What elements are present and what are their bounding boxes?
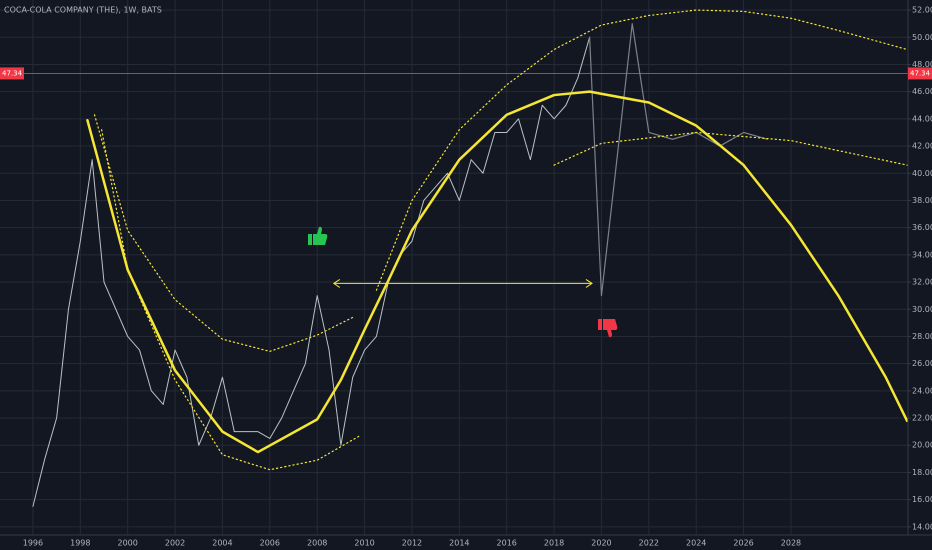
x-tick-label: 2018 <box>544 539 564 548</box>
y-tick-label: 28.00 <box>912 332 932 341</box>
x-tick-label: 1998 <box>70 539 90 548</box>
price-label-box <box>0 67 24 80</box>
y-tick-label: 34.00 <box>912 250 932 259</box>
price-series <box>86 90 909 454</box>
y-tick-label: 38.00 <box>912 196 932 205</box>
price-label: 47.34 <box>910 69 931 77</box>
x-tick-label: 2016 <box>497 539 517 548</box>
price-label-box <box>908 67 932 80</box>
y-tick-label: 14.00 <box>912 522 932 531</box>
x-tick-label: 2024 <box>686 539 706 548</box>
arrow-head <box>332 278 341 288</box>
y-tick-label: 44.00 <box>912 114 932 123</box>
x-tick-label: 2020 <box>591 539 611 548</box>
x-tick-label: 2022 <box>639 539 659 548</box>
x-tick-label: 2026 <box>733 539 753 548</box>
x-tick-label: 2000 <box>118 539 138 548</box>
y-tick-label: 50.00 <box>912 33 932 42</box>
x-tick-label: 2002 <box>165 539 185 548</box>
thumbs-down-icon <box>598 319 618 338</box>
x-tick-label: 2004 <box>212 539 232 548</box>
x-tick-label: 2014 <box>449 539 469 548</box>
channel-line <box>553 131 908 166</box>
y-tick-label: 42.00 <box>912 142 932 151</box>
chart-title: COCA-COLA COMPANY (THE), 1W, BATS <box>4 6 162 15</box>
thumbs-up-icon <box>308 226 328 245</box>
channel-line <box>375 9 908 291</box>
y-tick-label: 36.00 <box>912 223 932 232</box>
y-tick-label: 26.00 <box>912 359 932 368</box>
x-tick-label: 2028 <box>781 539 801 548</box>
price-series <box>589 23 768 297</box>
x-tick-label: 2006 <box>260 539 280 548</box>
y-tick-label: 18.00 <box>912 468 932 477</box>
plot <box>0 9 909 507</box>
x-tick-label: 1996 <box>23 539 43 548</box>
y-tick-label: 22.00 <box>912 414 932 423</box>
y-tick-label: 52.00 <box>912 6 932 15</box>
y-tick-label: 16.00 <box>912 495 932 504</box>
y-tick-label: 20.00 <box>912 441 932 450</box>
y-tick-label: 32.00 <box>912 278 932 287</box>
channel-line <box>93 114 354 353</box>
x-tick-label: 2010 <box>354 539 374 548</box>
price-series <box>32 36 591 507</box>
y-tick-label: 48.00 <box>912 60 932 69</box>
price-label: 47.34 <box>2 69 23 77</box>
channel-line <box>101 129 361 471</box>
x-tick-label: 2008 <box>307 539 327 548</box>
x-tick-label: 2012 <box>402 539 422 548</box>
arrow-head <box>585 278 593 288</box>
y-tick-label: 40.00 <box>912 169 932 178</box>
y-tick-label: 30.00 <box>912 305 932 314</box>
y-tick-label: 46.00 <box>912 87 932 96</box>
y-tick-label: 24.00 <box>912 386 932 395</box>
